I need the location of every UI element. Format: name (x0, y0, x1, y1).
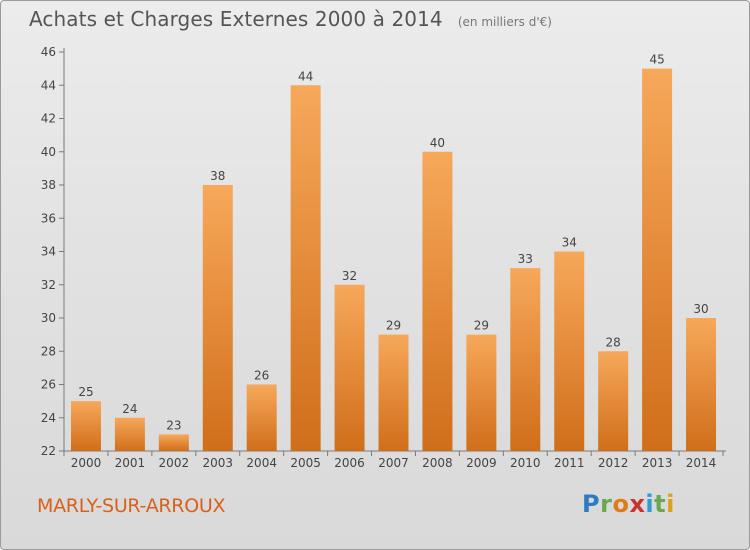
bar-2008 (422, 151, 453, 451)
bar-2012 (598, 351, 629, 451)
value-label-2001: 24 (122, 402, 137, 416)
value-label-2011: 34 (562, 236, 577, 250)
commune-name: MARLY-SUR-ARROUX (37, 495, 226, 517)
bar-2000 (70, 401, 101, 451)
y-tick-label: 30 (41, 311, 56, 325)
x-tick-label-2011: 2011 (554, 456, 585, 470)
y-tick-label: 26 (41, 378, 56, 392)
x-tick-label-2000: 2000 (71, 456, 102, 470)
labels: 25 2000 24 2001 23 2002 38 2003 26 2004 44 2005 32 20… (71, 53, 717, 470)
x-tick-label-2001: 2001 (115, 456, 146, 470)
x-tick-label-2002: 2002 (159, 456, 190, 470)
bar-2014 (686, 318, 717, 451)
bar-2013 (642, 68, 673, 451)
y-tick-label: 42 (41, 112, 56, 126)
title-row: Achats et Charges Externes 2000 à 2014 (… (29, 7, 552, 31)
logo-letter: P (582, 490, 601, 518)
value-label-2010: 33 (518, 252, 533, 266)
value-label-2004: 26 (254, 369, 269, 383)
value-label-2007: 29 (386, 319, 401, 333)
bar-2002 (158, 434, 189, 451)
value-label-2014: 30 (693, 302, 708, 316)
y-tick-label: 44 (41, 78, 56, 92)
chart-subtitle: (en milliers d'€) (457, 15, 552, 29)
bar-2007 (378, 334, 409, 451)
proxiti-logo[interactable]: Proxiti (582, 490, 675, 518)
value-label-2013: 45 (649, 53, 664, 67)
value-label-2002: 23 (166, 418, 181, 432)
axes: 22 24 26 28 30 32 34 36 38 40 42 44 46 (41, 45, 726, 458)
bar-2005 (290, 85, 321, 451)
y-tick-label: 46 (41, 45, 56, 59)
logo-letter: o (612, 490, 630, 518)
bars (70, 68, 717, 451)
x-tick-label-2003: 2003 (202, 456, 233, 470)
x-tick-label-2010: 2010 (510, 456, 541, 470)
bar-2006 (334, 284, 365, 451)
value-label-2005: 44 (298, 69, 313, 83)
bar-2009 (466, 334, 497, 451)
bar-2003 (202, 185, 233, 451)
y-tick-label: 32 (41, 278, 56, 292)
value-label-2012: 28 (606, 335, 621, 349)
value-label-2006: 32 (342, 269, 357, 283)
bar-2004 (246, 384, 277, 451)
x-tick-label-2008: 2008 (422, 456, 453, 470)
x-tick-label-2014: 2014 (686, 456, 717, 470)
value-label-2003: 38 (210, 169, 225, 183)
x-tick-label-2009: 2009 (466, 456, 497, 470)
logo-letter: r (600, 490, 613, 518)
bar-2011 (554, 251, 585, 451)
value-label-2000: 25 (78, 385, 93, 399)
y-tick-label: 22 (41, 444, 56, 458)
logo-letter: t (654, 490, 667, 518)
y-tick-label: 34 (41, 245, 56, 259)
bar-2010 (510, 268, 541, 451)
x-tick-label-2012: 2012 (598, 456, 629, 470)
logo-letter: x (629, 490, 646, 518)
y-tick-label: 40 (41, 145, 56, 159)
y-tick-label: 24 (41, 411, 56, 425)
value-label-2008: 40 (430, 136, 445, 150)
y-tick-label: 38 (41, 178, 56, 192)
bar-2001 (114, 417, 145, 451)
y-tick-label: 36 (41, 211, 56, 225)
logo-letter: i (645, 490, 655, 518)
x-tick-label-2004: 2004 (246, 456, 277, 470)
x-tick-label-2006: 2006 (334, 456, 365, 470)
x-tick-label-2005: 2005 (290, 456, 321, 470)
chart-title: Achats et Charges Externes 2000 à 2014 (29, 7, 443, 31)
x-tick-label-2013: 2013 (642, 456, 673, 470)
logo-letter: i (666, 490, 675, 518)
y-tick-label: 28 (41, 344, 56, 358)
value-label-2009: 29 (474, 319, 489, 333)
x-tick-label-2007: 2007 (378, 456, 409, 470)
